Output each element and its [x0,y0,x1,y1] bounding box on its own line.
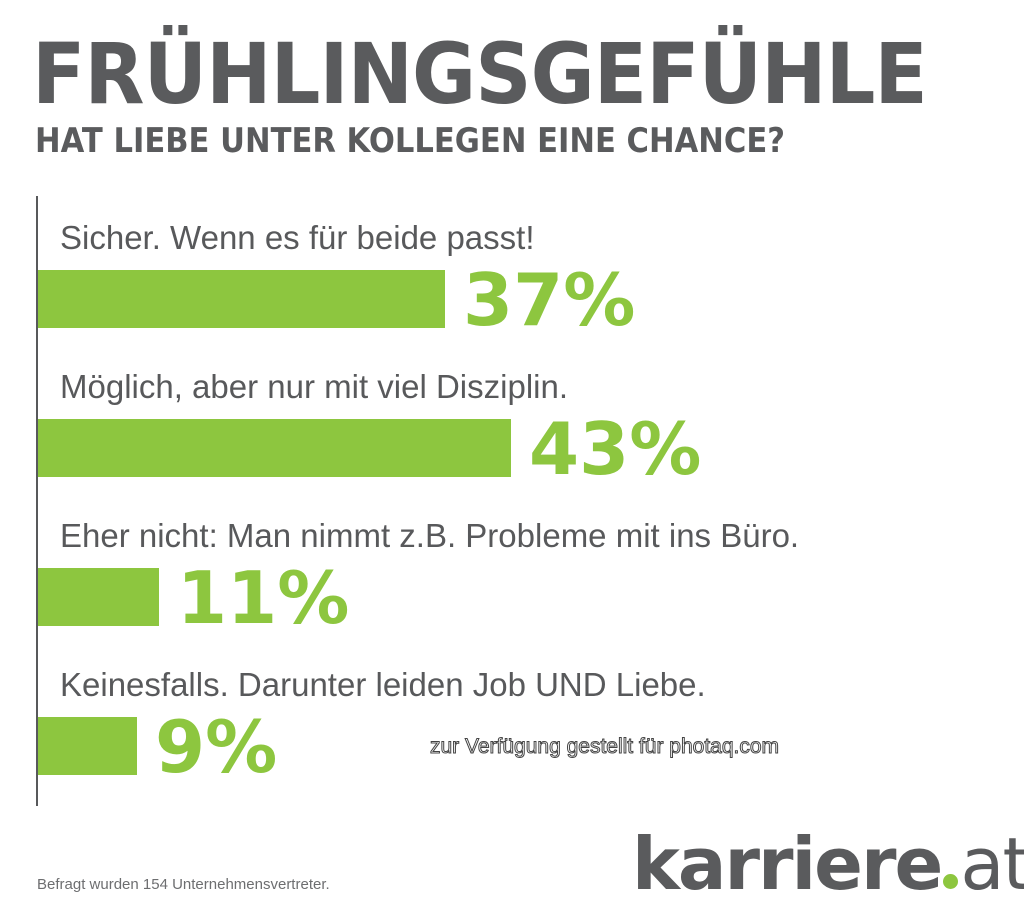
watermark: zur Verfügung gestellt für photaq.com [429,735,780,759]
category-label: Sicher. Wenn es für beide passt! [60,219,535,256]
chart-axis-line [36,196,38,806]
value-label: 9% [155,705,278,789]
logo-dot [943,874,959,889]
footer-note: Befragt wurden 154 Unternehmensvertreter… [37,876,330,893]
category-label: Keinesfalls. Darunter leiden Job UND Lie… [60,666,706,703]
bar [38,270,445,328]
logo-tld: at [960,822,1024,906]
bar [38,419,511,477]
category-label: Möglich, aber nur mit viel Disziplin. [60,368,569,405]
bar [38,568,159,626]
page-title: FRÜHLINGSGEFÜHLE [32,25,928,123]
karriere-logo: karriere at [632,822,1024,906]
logo-name: karriere [632,822,943,906]
value-label: 37% [463,258,636,342]
bar [38,717,137,775]
page-subtitle: HAT LIEBE UNTER KOLLEGEN EINE CHANCE? [35,121,786,161]
category-label: Eher nicht: Man nimmt z.B. Probleme mit … [60,517,800,554]
value-label: 43% [529,407,702,491]
value-label: 11% [177,556,350,640]
